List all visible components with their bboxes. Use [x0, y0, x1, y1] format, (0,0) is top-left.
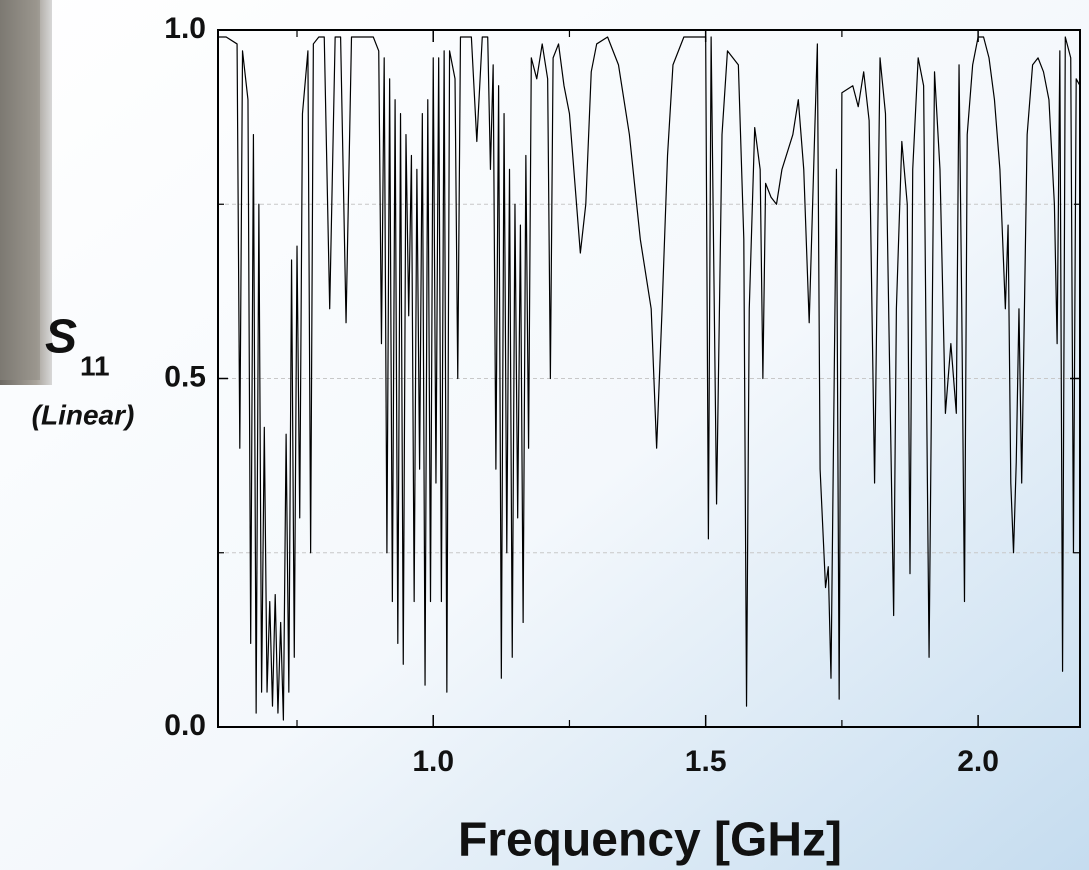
plot-frame [217, 29, 1081, 728]
photo-shade [0, 0, 40, 380]
y-axis-label: S [45, 311, 77, 364]
x-tick-label: 1.5 [685, 745, 727, 778]
y-tick-label: 0.0 [164, 709, 206, 742]
y-tick-label: 0.5 [164, 360, 206, 393]
data-line [218, 36, 1081, 721]
x-axis-label: Frequency [GHz] [458, 814, 842, 867]
y-axis-label-subscript: 11 [80, 350, 110, 381]
x-tick-label: 1.0 [412, 745, 454, 778]
x-tick-label: 2.0 [957, 745, 999, 778]
y-tick-label: 1.0 [164, 12, 206, 45]
y-axis-label-note: (Linear) [32, 399, 135, 430]
